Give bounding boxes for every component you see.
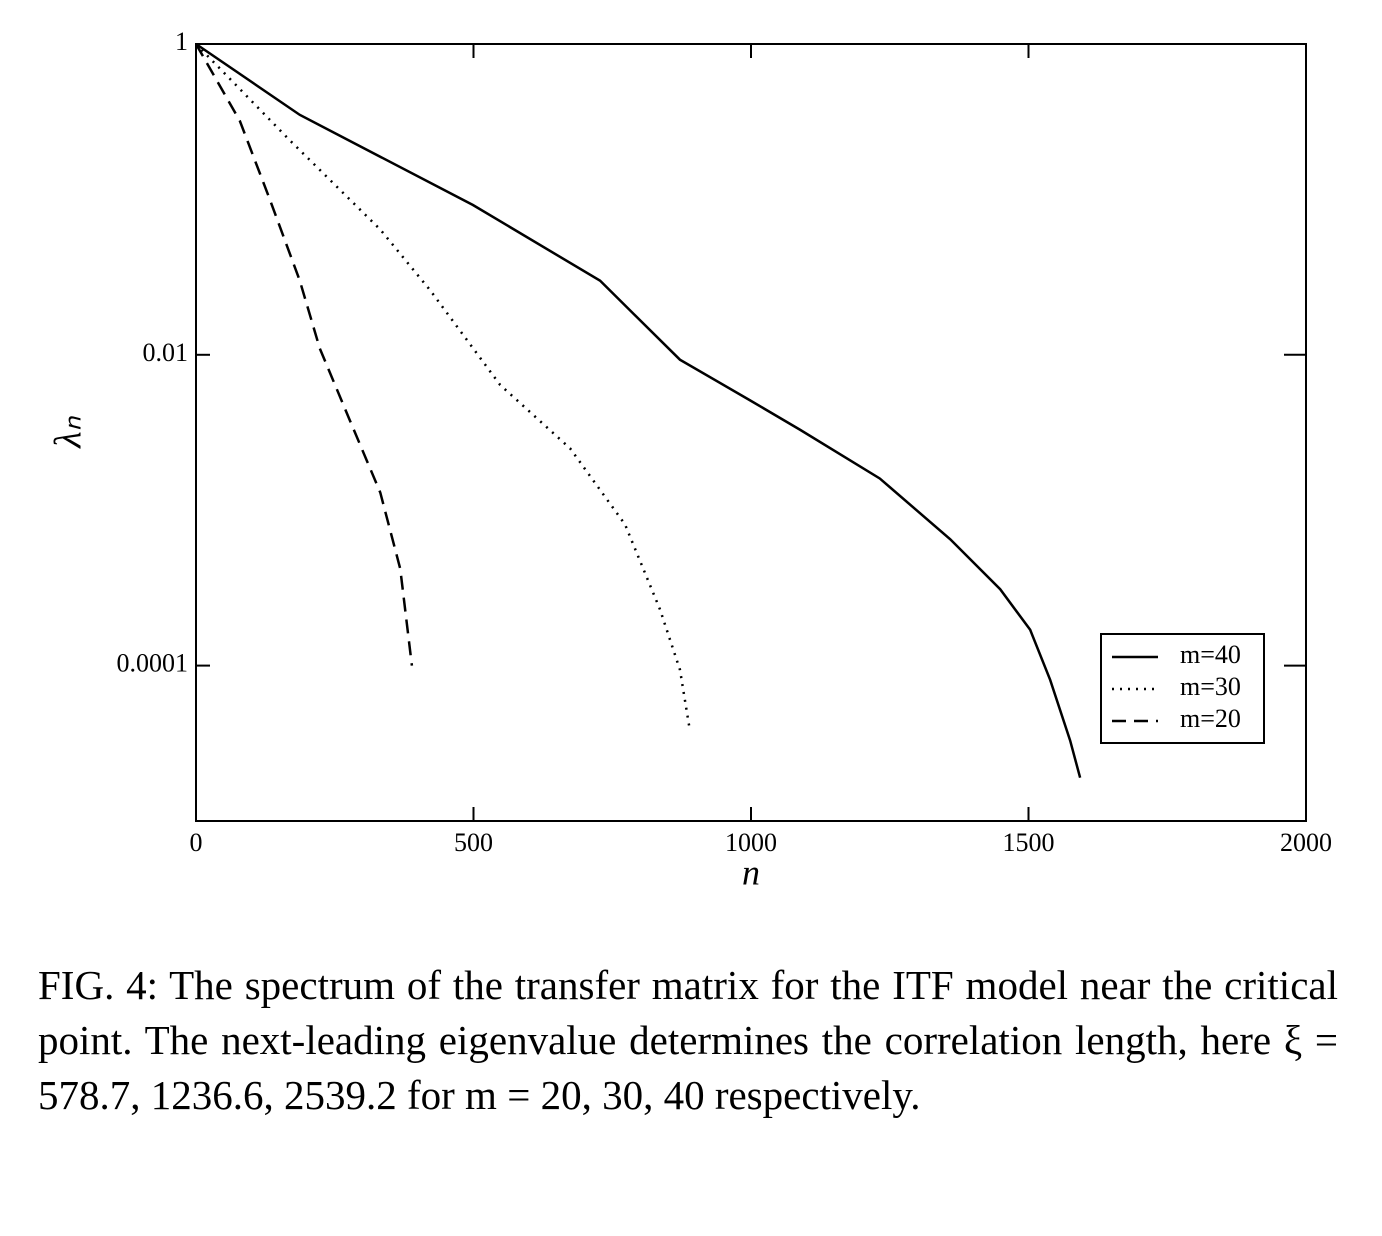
y-tick-label: 1 [175,27,188,56]
x-tick-label: 1000 [725,828,777,857]
legend-label: m=20 [1180,704,1241,733]
x-tick-label: 2000 [1280,828,1332,857]
legend-label: m=30 [1180,672,1241,701]
series-line [195,43,692,732]
y-axis-label: λₙ [48,415,90,448]
x-tick-label: 1500 [1003,828,1055,857]
caption: FIG. 4: The spectrum of the transfer mat… [38,962,1338,1118]
y-tick-label: 0.01 [143,338,189,367]
legend-label: m=40 [1180,640,1241,669]
x-tick-label: 0 [190,828,203,857]
x-axis-label: n [742,852,760,892]
series-line [194,43,414,666]
x-tick-label: 500 [454,828,493,857]
series-line [195,42,1082,779]
chart: n λₙ 0 500 1000 1500 2000 1 0.01 0.0001 m=40 m=30… [48,27,1332,892]
y-tick-label: 0.0001 [117,649,189,678]
